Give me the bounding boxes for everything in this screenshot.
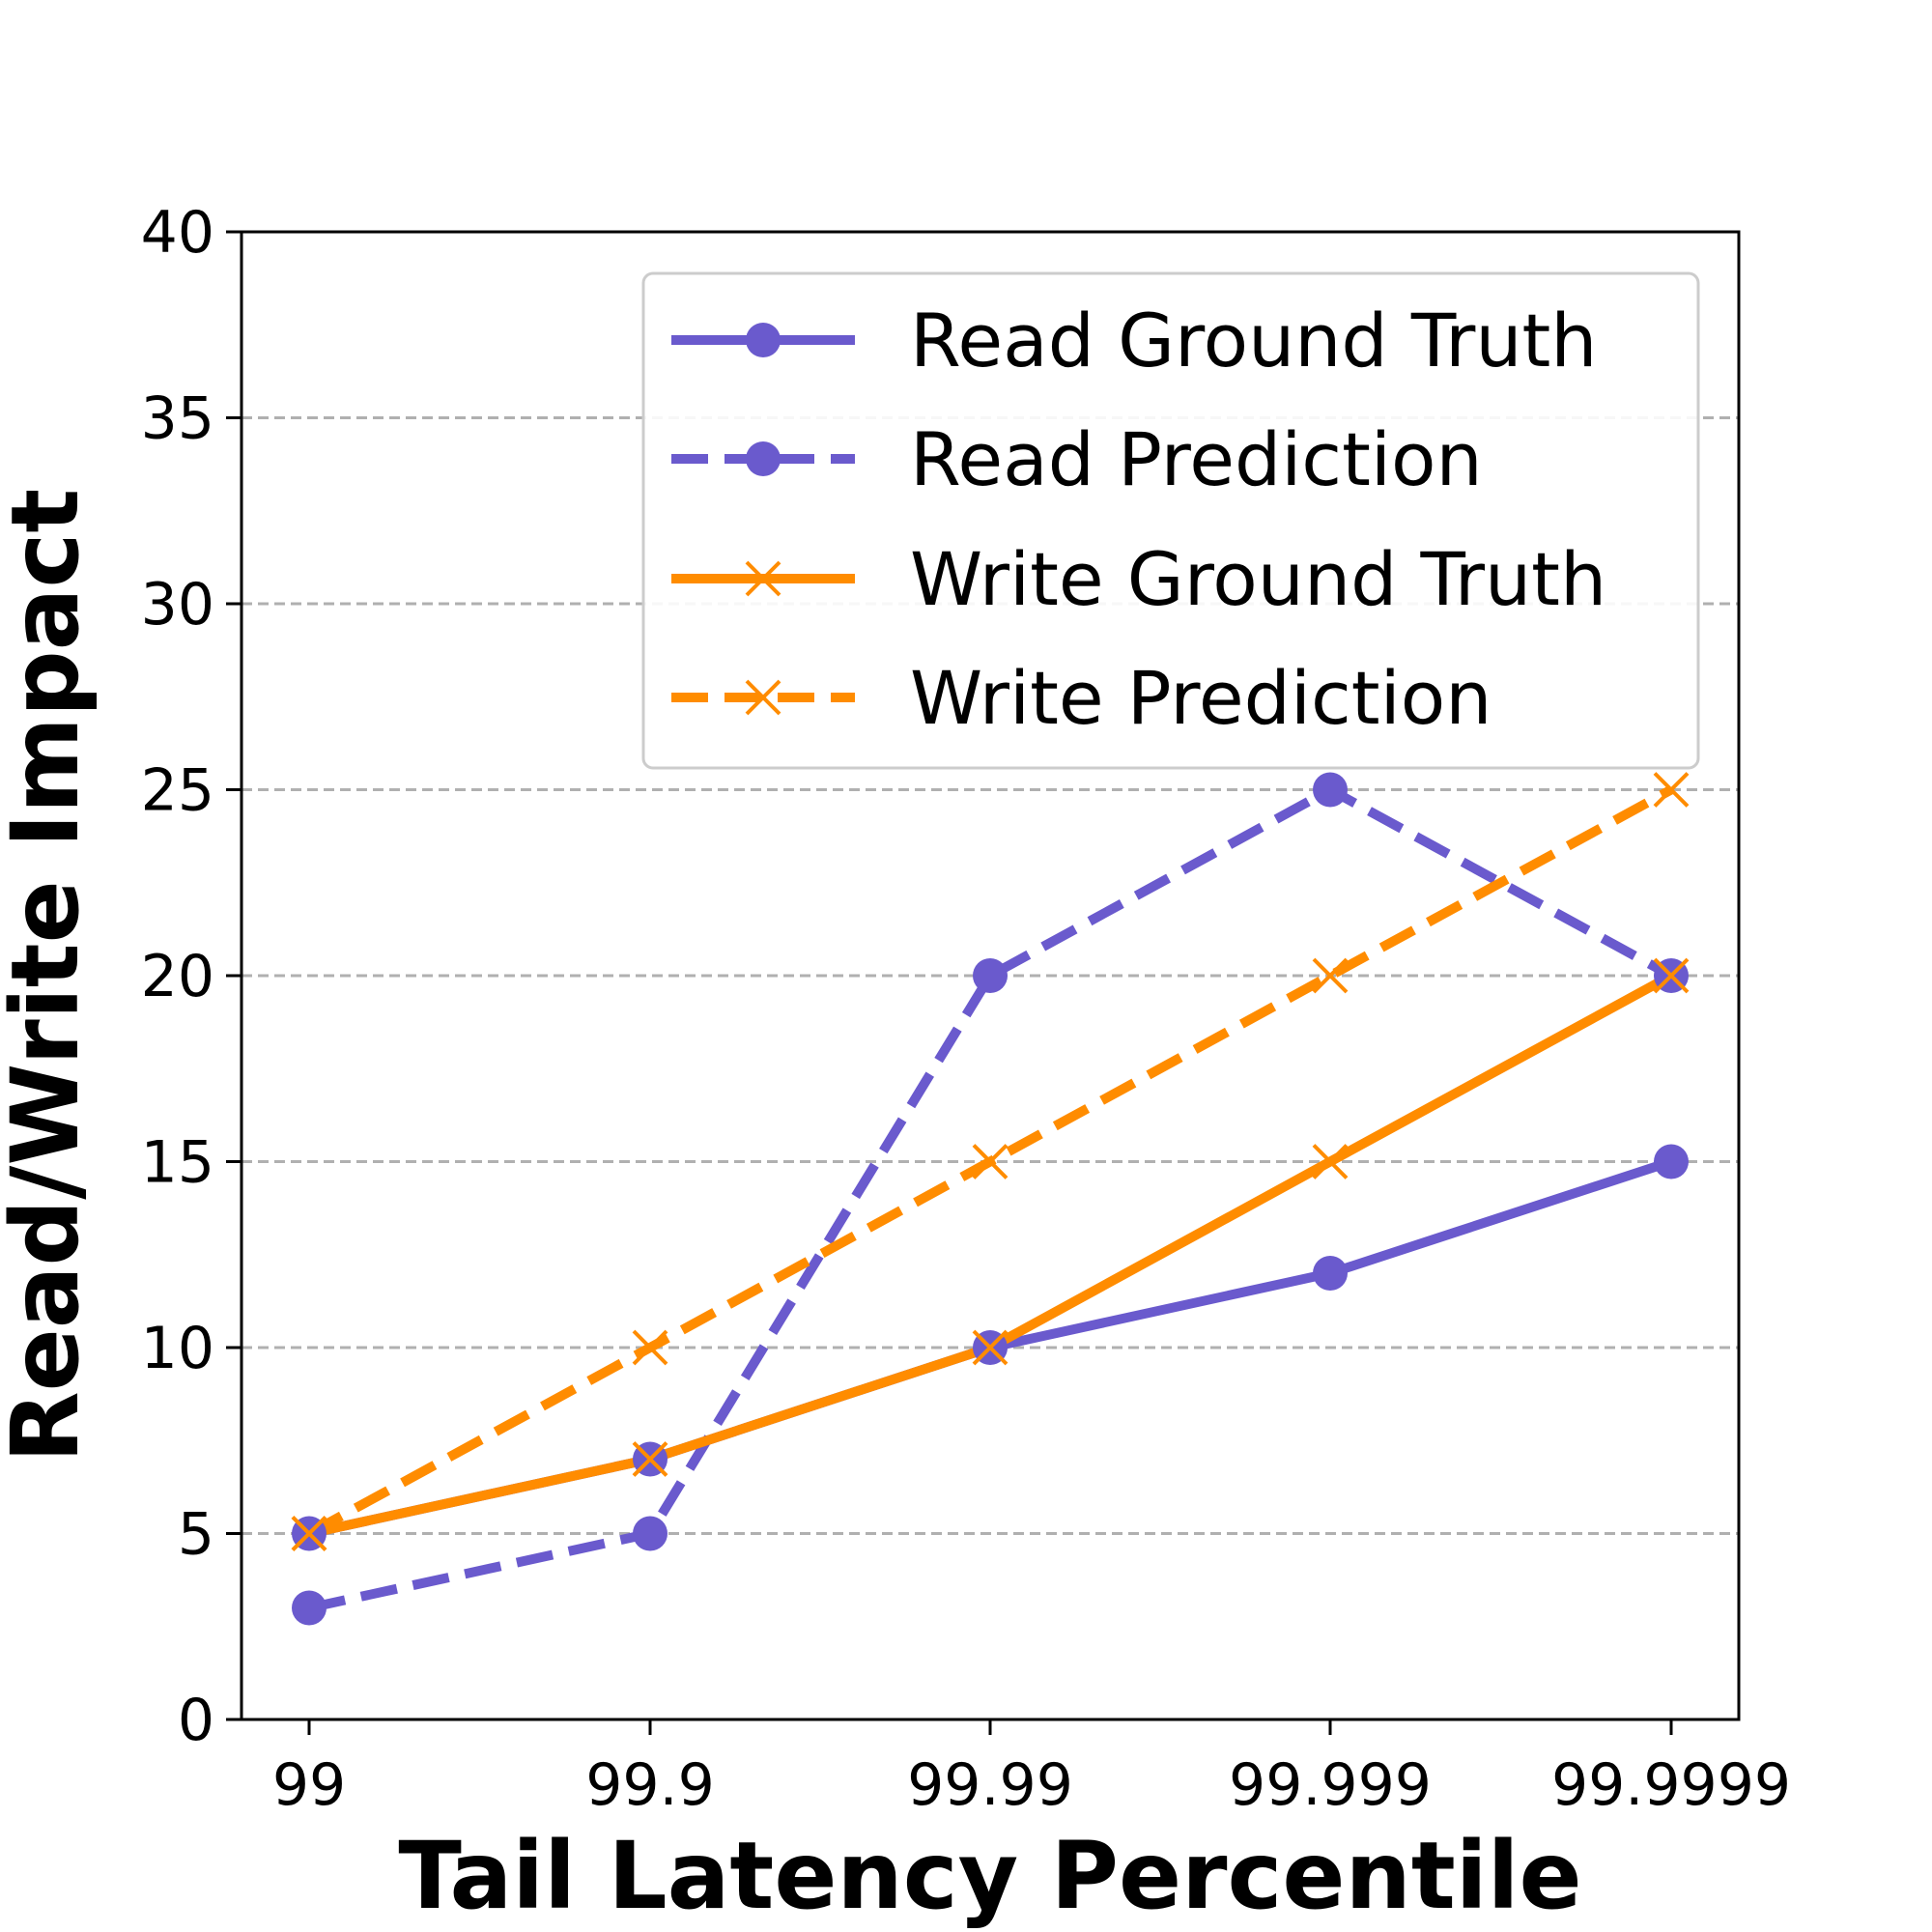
data-point bbox=[973, 958, 1008, 993]
series-markers bbox=[291, 772, 1690, 1626]
series-line bbox=[307, 971, 1674, 1539]
legend-label: Read Ground Truth bbox=[910, 298, 1597, 384]
y-tick-label: 30 bbox=[141, 571, 214, 639]
legend-label: Write Prediction bbox=[910, 655, 1492, 741]
y-tick-label: 10 bbox=[141, 1315, 214, 1382]
data-point bbox=[746, 441, 781, 476]
data-point bbox=[633, 1516, 668, 1551]
data-point bbox=[292, 1590, 327, 1626]
data-point bbox=[1653, 772, 1690, 808]
y-tick-label: 20 bbox=[141, 943, 214, 1010]
series-lines bbox=[306, 784, 1674, 1613]
legend: Read Ground Truth Read Prediction Write Gr… bbox=[641, 271, 1700, 770]
y-tick-label: 40 bbox=[141, 199, 214, 267]
x-axis-title: Tail Latency Percentile bbox=[398, 1822, 1581, 1930]
data-point bbox=[1313, 1256, 1348, 1291]
data-point bbox=[1654, 1144, 1689, 1179]
data-point bbox=[1312, 1144, 1349, 1179]
data-point bbox=[745, 679, 781, 716]
y-tick-label: 0 bbox=[178, 1687, 214, 1754]
x-axis: 99 99.9 99.99 99.999 99.9999 bbox=[272, 1719, 1791, 1819]
x-tick-label: 99.999 bbox=[1229, 1751, 1432, 1819]
x-tick-label: 99.9999 bbox=[1551, 1751, 1791, 1819]
legend-label: Write Ground Truth bbox=[910, 536, 1606, 622]
y-tick-label: 25 bbox=[141, 757, 214, 825]
legend-label: Read Prediction bbox=[910, 416, 1483, 502]
x-tick-label: 99.9 bbox=[585, 1751, 715, 1819]
data-point bbox=[291, 1516, 327, 1551]
data-point bbox=[1313, 772, 1348, 808]
y-axis-title: Read/Write Impact bbox=[0, 489, 99, 1463]
data-point bbox=[972, 1329, 1009, 1366]
data-point bbox=[1312, 957, 1349, 994]
x-tick-label: 99.99 bbox=[907, 1751, 1073, 1819]
y-tick-label: 5 bbox=[178, 1501, 214, 1569]
series-line bbox=[307, 784, 1674, 1613]
data-point bbox=[746, 323, 781, 357]
y-tick-label: 15 bbox=[141, 1129, 214, 1197]
y-tick-label: 35 bbox=[141, 385, 214, 453]
data-point bbox=[632, 1441, 668, 1477]
data-point bbox=[745, 560, 781, 597]
y-axis: 0 5 10 15 20 25 30 35 40 bbox=[141, 199, 242, 1754]
data-point bbox=[1653, 957, 1690, 994]
data-point bbox=[632, 1329, 668, 1366]
legend-frame bbox=[641, 271, 1700, 770]
x-tick-label: 99 bbox=[272, 1751, 346, 1819]
data-point bbox=[972, 1144, 1009, 1179]
